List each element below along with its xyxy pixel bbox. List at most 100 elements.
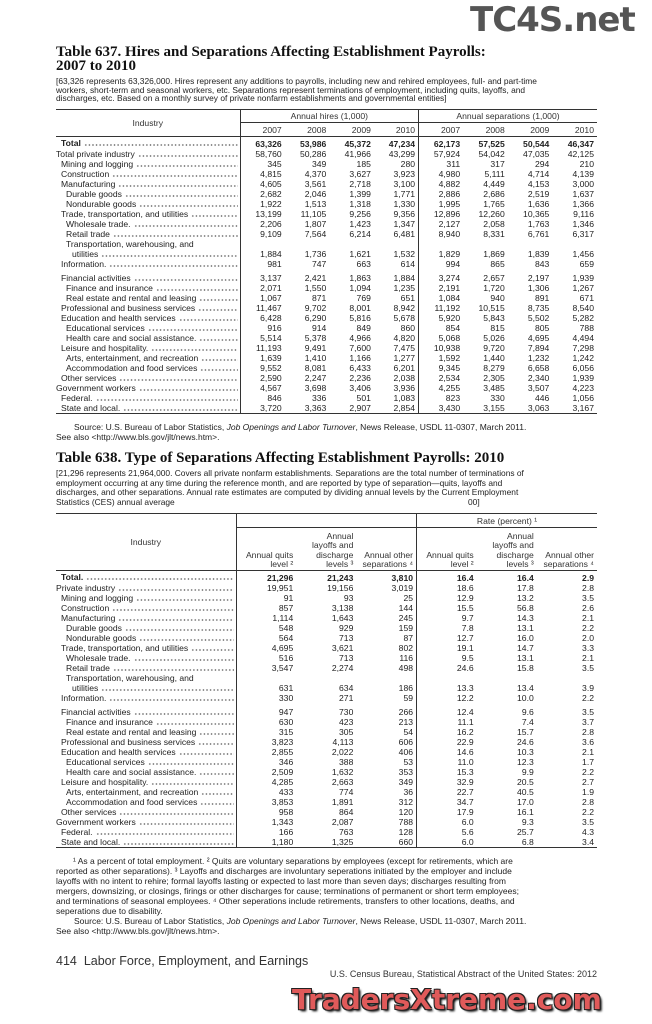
row-label-text: Total	[61, 138, 81, 148]
cell-value: 1,306	[527, 283, 550, 293]
column-header: Annual layoffs and discharge levels ³	[296, 528, 356, 571]
cell-value: 2,022	[331, 747, 354, 757]
column-header: Annual quits level ²	[235, 527, 297, 571]
cell-value: 305	[339, 727, 354, 737]
cell-value: 4,223	[572, 383, 594, 393]
row-label-text: Government workers	[56, 383, 136, 393]
row-label-text: State and local.	[61, 403, 121, 413]
cell-value: 1,513	[304, 199, 327, 209]
cell-value: 2,305	[483, 373, 505, 383]
cell-value: 606	[398, 737, 414, 747]
source-text: Source: U.S. Bureau of Labor Statistics,	[74, 422, 227, 432]
dot-leader	[112, 235, 238, 237]
cell-value: 2.1	[582, 747, 594, 757]
cell-value: 58,760	[239, 149, 285, 159]
cell-value: 4,966	[349, 333, 371, 343]
row-label: Government workers	[56, 383, 240, 393]
cell-value: 2,907	[349, 403, 371, 413]
dot-leader	[95, 399, 238, 401]
cell-value: 2.6	[582, 603, 594, 613]
row-label-line: Wholesale trade.	[56, 653, 236, 663]
dot-leader	[155, 723, 234, 725]
column-header-line: separations ⁴	[362, 559, 414, 570]
cell-value: 3.4	[582, 837, 594, 847]
row-label-line: Retail trade	[56, 229, 240, 239]
cell-value: 12.3	[517, 757, 534, 767]
cell-value: 1,166	[349, 353, 371, 363]
table-row: Total 63,326 53,986 45,372 47,234 62,173 57,52…	[56, 136, 597, 149]
cell-value: 4.3	[582, 827, 594, 837]
row-label: Trade, transportation, and utilities	[56, 209, 240, 219]
cell-value: 9.7	[416, 613, 477, 623]
row-label-text: Private industry	[56, 583, 116, 593]
cell-value: 3,621	[331, 643, 354, 653]
row-label: Professional and business services	[56, 303, 240, 313]
row-label-text: Educational services	[66, 757, 145, 767]
row-label: Transportation, warehousing, and utilitie…	[56, 673, 236, 693]
cell-value: 19,951	[235, 583, 297, 593]
year-header: 2009	[351, 124, 371, 135]
row-label: Real estate and rental and leasing	[56, 727, 236, 737]
table-row: Mining and logging 345 349 185 280 311 317 294 2…	[56, 159, 597, 169]
cell-value: 3,430	[418, 403, 464, 414]
cell-value: 713	[339, 633, 354, 643]
cell-value: 15.7	[517, 727, 534, 737]
cell-value: 4,113	[332, 737, 354, 747]
cell-value: 2,038	[393, 373, 416, 383]
row-label-line: Health care and social assistance.	[56, 767, 236, 777]
table-row: Transportation, warehousing, and utilitie…	[56, 239, 597, 259]
cell-value: 7,298	[572, 343, 594, 353]
row-label-line: Other services	[56, 373, 240, 383]
cell-value: 1,325	[331, 837, 354, 847]
table-637-intro: [63,326 represents 63,326,000. Hires rep…	[56, 77, 537, 103]
cell-value: 349	[311, 159, 327, 169]
cell-value: 730	[339, 707, 354, 717]
row-label: Mining and logging	[56, 159, 240, 169]
see-also-link[interactable]: See also <http://www.bls.gov/jlt/news.ht…	[56, 432, 220, 442]
cell-value: 36	[403, 787, 414, 797]
cell-value: 2,236	[349, 373, 371, 383]
row-label-line: Total private industry	[56, 149, 240, 159]
cell-value: 1,736	[304, 249, 327, 259]
footnote-line: seperations due to disability.	[56, 906, 163, 916]
cell-value: 6.0	[416, 817, 477, 827]
cell-value: 271	[339, 693, 354, 703]
intro-line: employment occurring at any time during …	[56, 477, 503, 488]
cell-value: 3,507	[527, 383, 550, 393]
table-row: State and local. 3,720 3,363 2,907 2,854 3,43…	[56, 403, 597, 414]
cell-value: 1,621	[349, 249, 371, 259]
cell-value: 280	[400, 159, 416, 169]
row-label-line: Government workers	[56, 817, 236, 827]
cell-value: 3.6	[582, 737, 594, 747]
cell-value: 41,966	[344, 149, 371, 159]
cell-value: 311	[418, 159, 464, 169]
cell-value: 1,235	[393, 283, 416, 293]
row-label-text: Mining and logging	[61, 593, 134, 603]
cell-value: 3,406	[349, 383, 371, 393]
cell-value: 516	[235, 653, 297, 663]
row-label: Education and health services	[56, 747, 236, 757]
source-publication: Job Openings and Labor Turnover	[226, 916, 356, 926]
cell-value: 3.9	[582, 683, 594, 693]
cell-value: 2,058	[483, 219, 505, 229]
row-label: Retail trade	[56, 663, 236, 673]
cell-value: 116	[399, 653, 414, 663]
cell-value: 1,995	[418, 199, 464, 209]
row-label-line: Transportation, warehousing, and	[56, 239, 240, 249]
see-also-link[interactable]: See also <http://www.bls.gov/jlt/news.ht…	[56, 926, 220, 936]
dot-leader	[201, 793, 234, 795]
row-label-text: Federal.	[61, 393, 93, 403]
row-label: Finance and insurance	[56, 717, 236, 727]
cell-value: 13.1	[517, 623, 534, 633]
cell-value: 45,372	[344, 139, 371, 149]
cell-value: 53	[403, 757, 414, 767]
row-label-text: Health care and social assistance.	[66, 333, 197, 343]
row-label: Retail trade	[56, 229, 240, 239]
cell-value: 2.8	[582, 583, 594, 593]
cell-value: 2,127	[418, 219, 464, 229]
cell-value: 9,491	[304, 343, 327, 353]
row-label: Total.	[56, 571, 236, 584]
cell-value: 56.8	[517, 603, 534, 613]
row-label-text: Durable goods	[66, 623, 122, 633]
cell-value: 87	[403, 633, 414, 643]
